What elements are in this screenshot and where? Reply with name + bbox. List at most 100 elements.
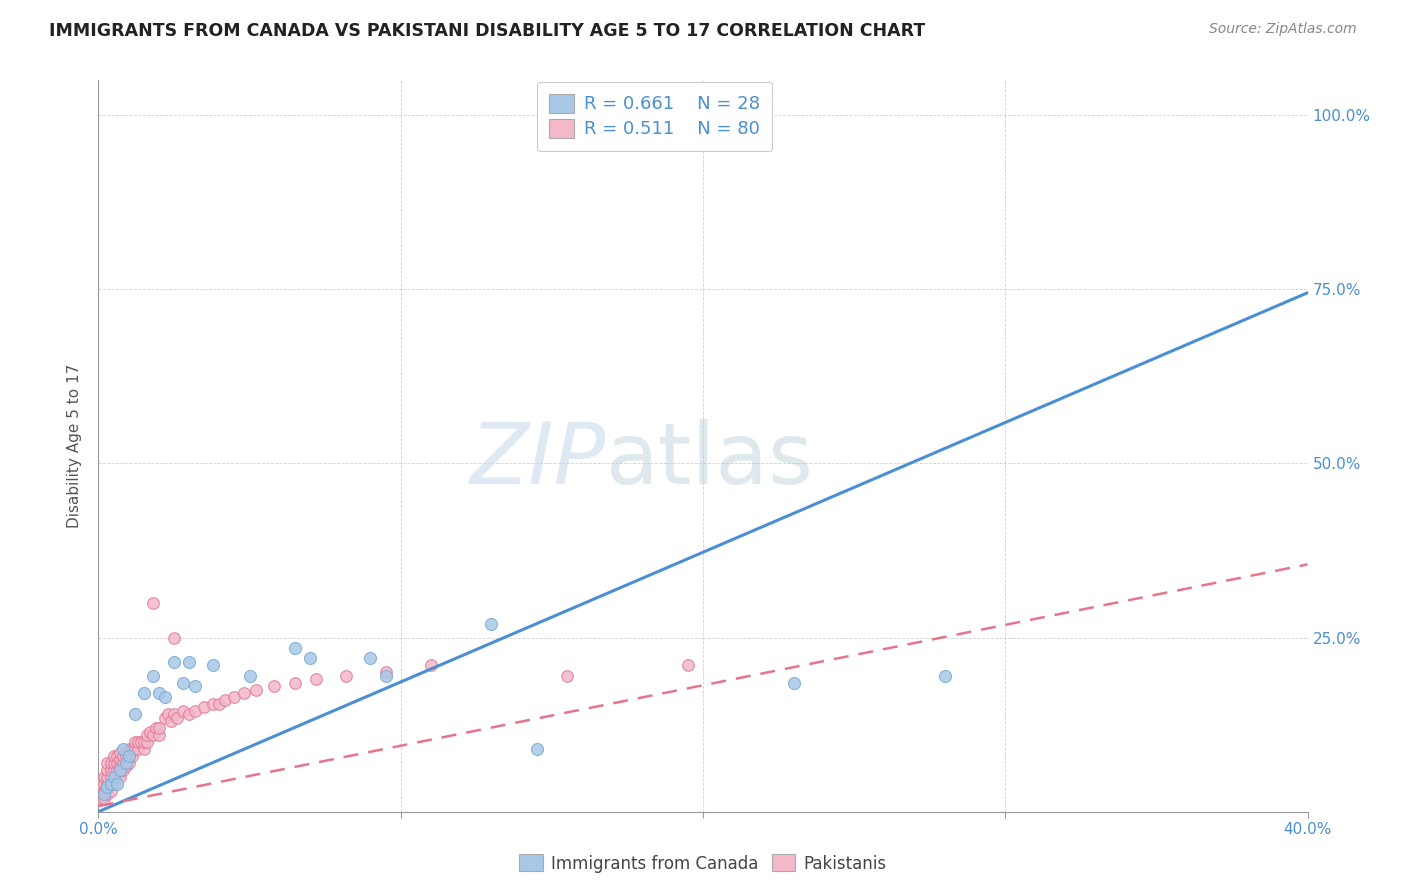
Point (142, 596, 165, 610)
Point (100, 784, 122, 798)
Point (284, 640, 307, 655)
Point (114, 759, 136, 773)
Point (93, 770, 115, 784)
Point (153, 711, 176, 725)
Point (129, 735, 152, 749)
Point (202, 658, 225, 673)
Point (100, 777, 122, 791)
Point (145, 721, 167, 735)
Point (160, 714, 183, 728)
Point (100, 763, 122, 777)
Point (555, 669, 578, 683)
Point (208, 697, 231, 711)
Y-axis label: Disability Age 5 to 17: Disability Age 5 to 17 (67, 364, 83, 528)
Point (124, 735, 146, 749)
Point (481, 616, 503, 631)
Point (103, 763, 125, 777)
Point (108, 746, 131, 760)
Legend: Immigrants from Canada, Pakistanis: Immigrants from Canada, Pakistanis (513, 847, 893, 880)
Point (783, 676, 806, 690)
Point (108, 759, 131, 773)
Point (105, 763, 128, 777)
Point (103, 749, 125, 764)
Point (135, 728, 157, 742)
Point (163, 631, 186, 645)
Point (135, 735, 157, 749)
Point (202, 697, 225, 711)
Point (172, 704, 194, 718)
Point (148, 728, 170, 742)
Point (214, 693, 236, 707)
Point (103, 770, 125, 784)
Point (148, 721, 170, 735)
Point (103, 756, 125, 770)
Point (100, 777, 122, 791)
Point (156, 707, 179, 722)
Point (105, 756, 128, 770)
Point (118, 749, 141, 764)
Point (96, 756, 118, 770)
Point (93, 790, 115, 805)
Point (90, 784, 112, 798)
Point (103, 777, 125, 791)
Point (335, 669, 357, 683)
Point (111, 756, 134, 770)
Text: IMMIGRANTS FROM CANADA VS PAKISTANI DISABILITY AGE 5 TO 17 CORRELATION CHART: IMMIGRANTS FROM CANADA VS PAKISTANI DISA… (49, 22, 925, 40)
Point (124, 742, 146, 756)
Point (100, 756, 122, 770)
Point (305, 673, 328, 687)
Point (193, 700, 215, 714)
Point (676, 658, 699, 673)
Point (526, 742, 548, 756)
Point (172, 676, 194, 690)
Point (263, 679, 285, 693)
Point (105, 777, 128, 791)
Point (184, 679, 207, 693)
Legend: R = 0.661    N = 28, R = 0.511    N = 80: R = 0.661 N = 28, R = 0.511 N = 80 (537, 82, 772, 151)
Point (118, 756, 141, 770)
Point (132, 686, 155, 700)
Point (224, 690, 246, 704)
Point (184, 704, 207, 718)
Point (100, 770, 122, 784)
Point (179, 655, 201, 669)
Point (232, 686, 254, 700)
Point (166, 711, 188, 725)
Text: Source: ZipAtlas.com: Source: ZipAtlas.com (1209, 22, 1357, 37)
Point (299, 651, 322, 665)
Point (111, 749, 134, 764)
Point (179, 707, 201, 722)
Point (127, 735, 149, 749)
Point (96, 763, 118, 777)
Point (284, 676, 307, 690)
Point (103, 770, 125, 784)
Point (132, 742, 155, 756)
Point (96, 787, 118, 801)
Point (96, 770, 118, 784)
Point (420, 658, 443, 673)
Point (148, 686, 170, 700)
Point (118, 742, 141, 756)
Point (96, 777, 118, 791)
Point (163, 707, 186, 722)
Point (90, 790, 112, 805)
Point (111, 742, 134, 756)
Point (153, 690, 176, 704)
Point (121, 742, 143, 756)
Point (132, 735, 155, 749)
Point (114, 749, 136, 764)
Text: ZIP: ZIP (470, 419, 606, 502)
Point (245, 682, 267, 697)
Point (142, 669, 165, 683)
Text: atlas: atlas (606, 419, 814, 502)
Point (239, 669, 262, 683)
Point (93, 787, 115, 801)
Point (124, 707, 146, 722)
Point (96, 780, 118, 795)
Point (934, 669, 956, 683)
Point (360, 651, 382, 665)
Point (374, 669, 396, 683)
Point (108, 770, 131, 784)
Point (118, 749, 141, 764)
Point (90, 777, 112, 791)
